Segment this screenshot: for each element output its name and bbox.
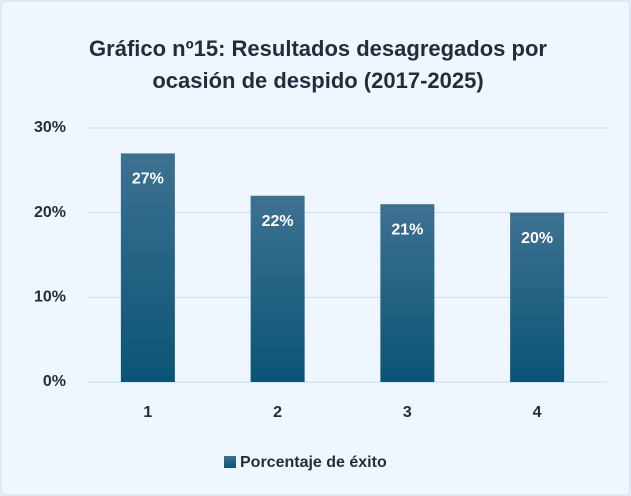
legend-swatch: [224, 456, 236, 468]
y-tick-label: 10%: [34, 289, 66, 306]
bar: [120, 153, 175, 382]
y-tick-label: 20%: [34, 204, 66, 221]
x-tick-label: 2: [273, 404, 282, 421]
legend-label: Porcentaje de éxito: [240, 454, 387, 471]
chart-title: Gráfico nº15: Resultados desagregados po…: [89, 36, 547, 93]
data-label: 20%: [521, 230, 553, 247]
y-tick-label: 30%: [34, 119, 66, 136]
data-label: 21%: [391, 221, 423, 238]
bar: [380, 204, 435, 382]
x-tick-label: 4: [533, 404, 542, 421]
data-label: 27%: [132, 171, 164, 188]
x-tick-label: 3: [403, 404, 412, 421]
bar: [250, 195, 305, 382]
bar: [510, 212, 565, 382]
y-tick-label: 0%: [43, 373, 66, 390]
x-tick-label: 1: [143, 404, 152, 421]
data-label: 22%: [262, 213, 294, 230]
